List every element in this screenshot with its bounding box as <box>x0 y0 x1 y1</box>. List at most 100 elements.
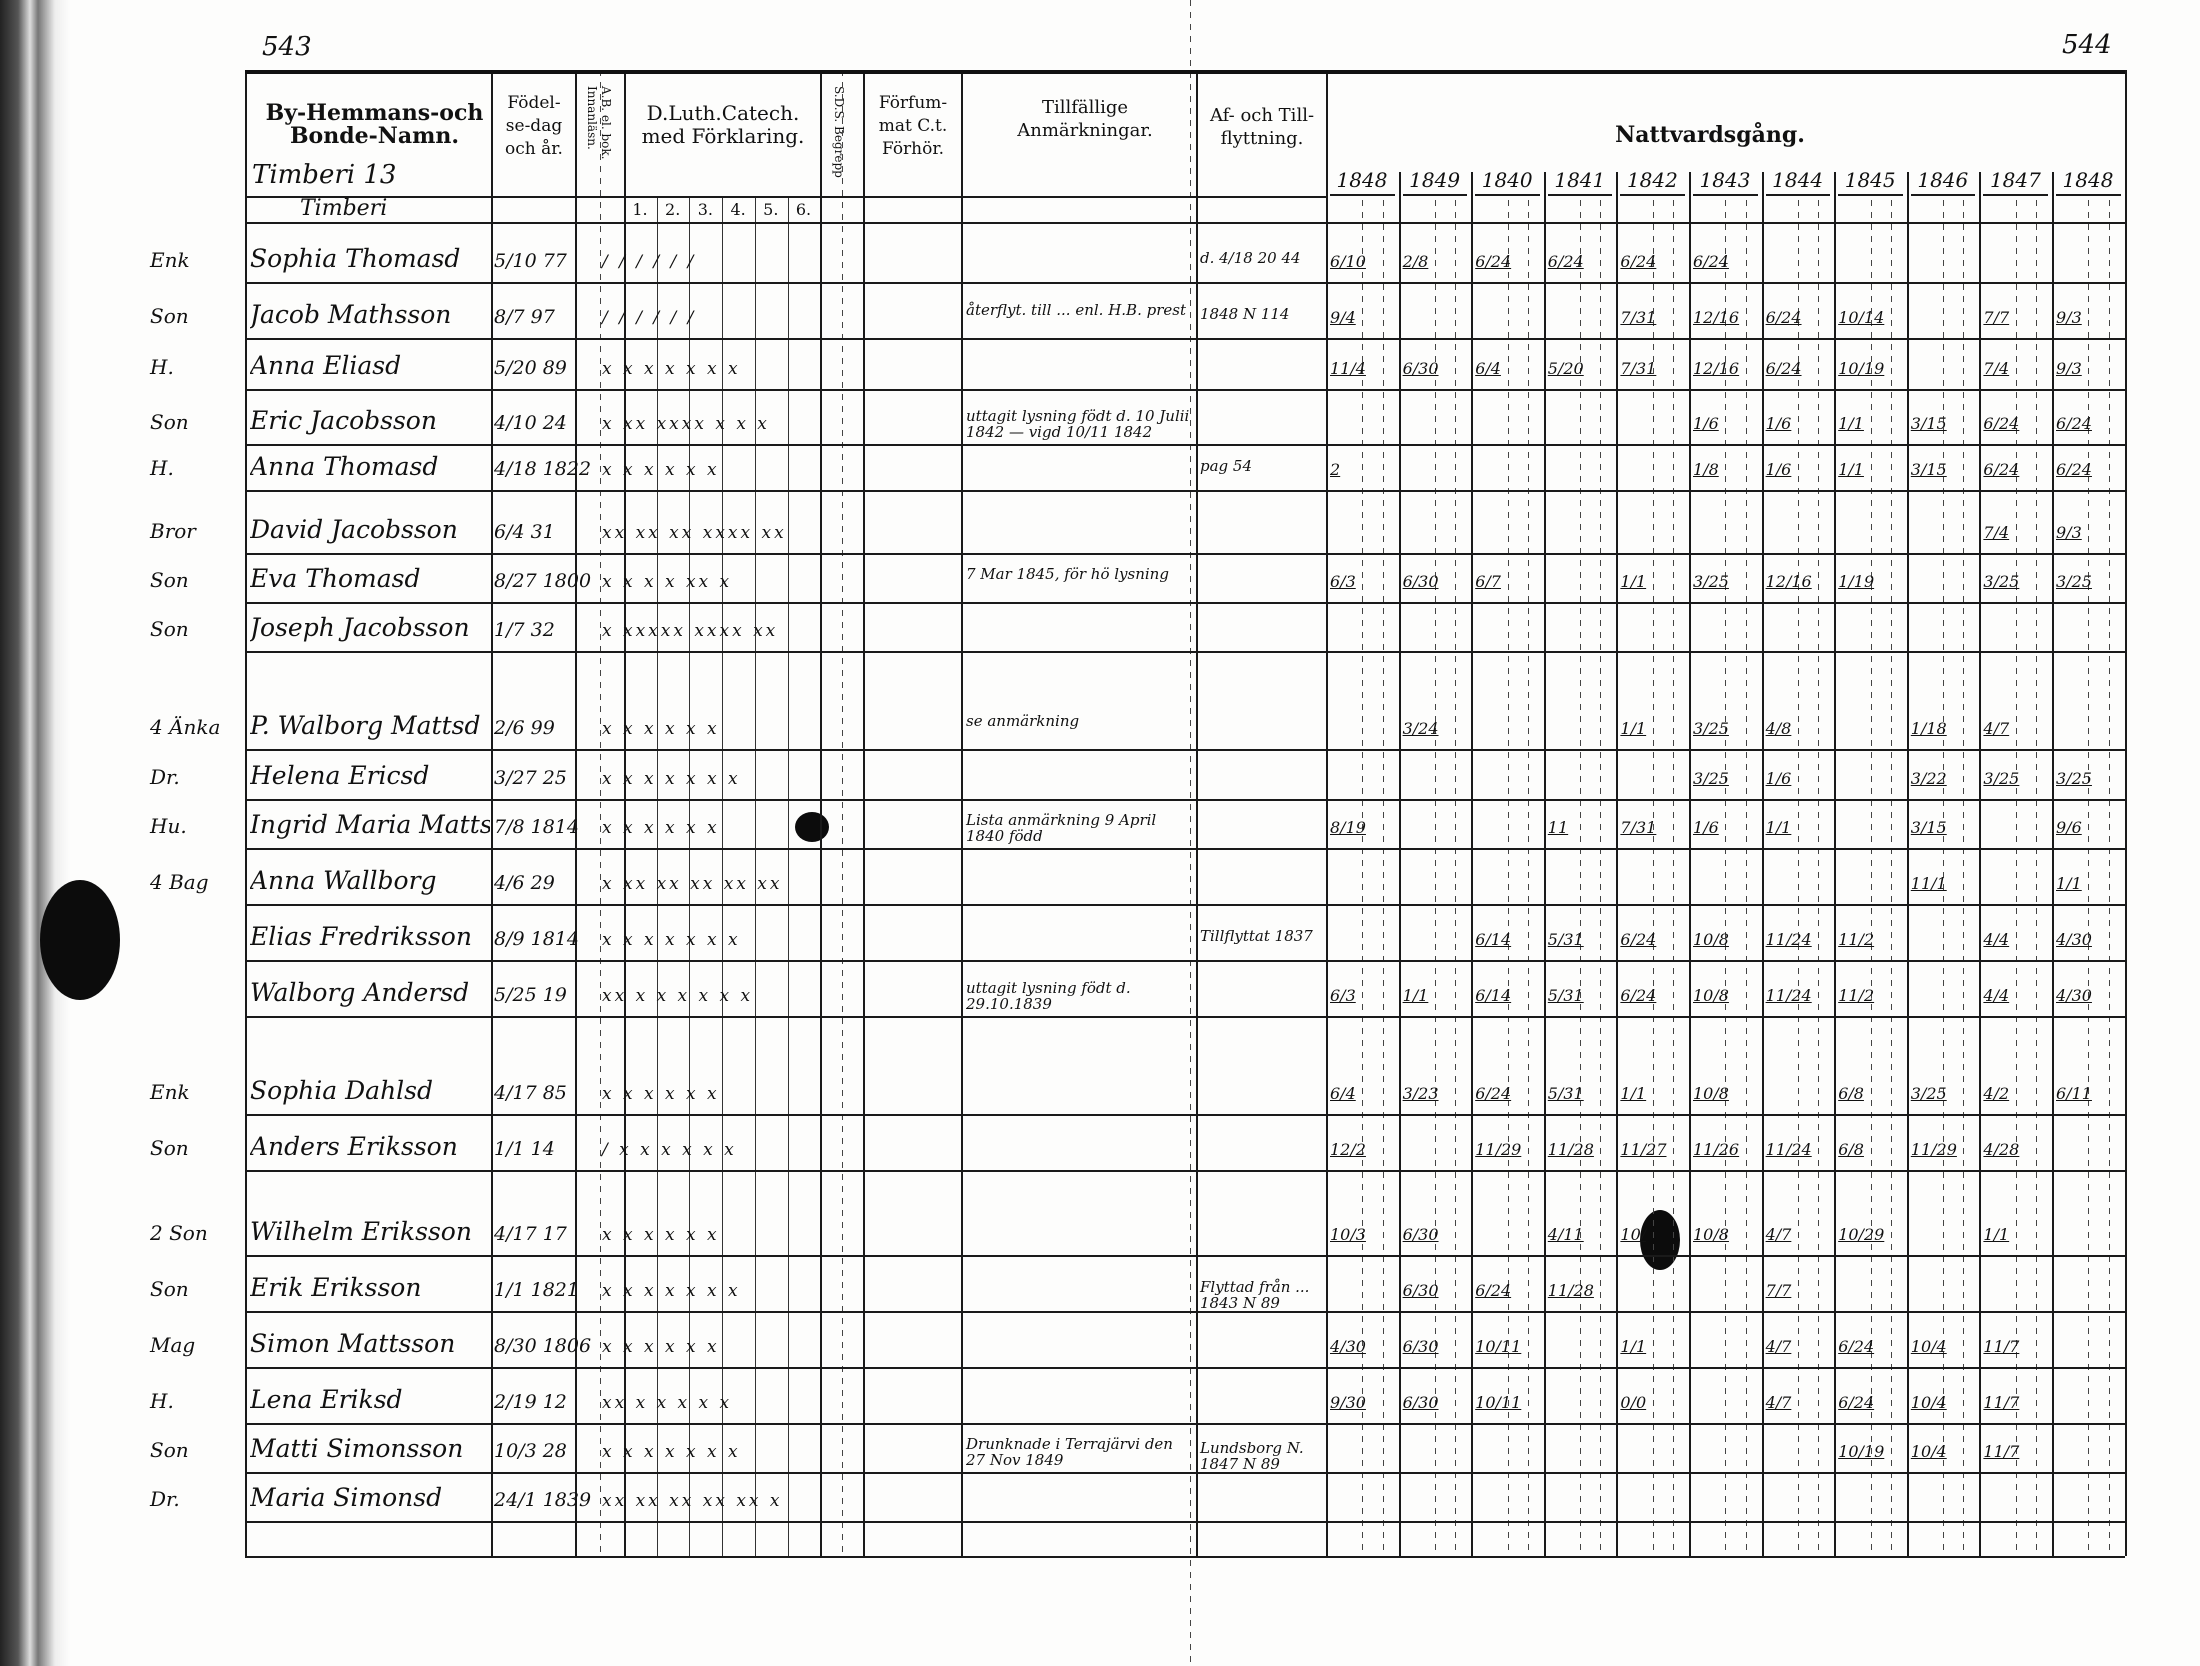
communion-entry: 10/8 <box>1693 1225 1729 1244</box>
year-column-rule <box>1471 172 1474 1556</box>
communion-entry: 10/14 <box>1838 308 1885 327</box>
communion-entry: 6/24 <box>2056 414 2092 433</box>
year-column-rule <box>1834 172 1837 1556</box>
communion-entry: 1/6 <box>1693 414 1719 433</box>
communion-entry: 6/30 <box>1402 572 1439 591</box>
communion-entry: 6/24 <box>1693 252 1729 271</box>
communion-entry: 6/8 <box>1838 1084 1864 1103</box>
row-rule <box>245 1472 2125 1474</box>
communion-entry: 11/7 <box>1983 1442 2020 1461</box>
row-name: Joseph Jacobsson <box>250 613 470 642</box>
row-relation: 4 Bag <box>150 870 209 894</box>
communion-entry: 3/15 <box>1910 414 1947 433</box>
row-birth-date: 4/6 29 <box>494 872 555 894</box>
communion-entry: 1/8 <box>1693 460 1719 479</box>
row-birth-date: 1/7 32 <box>494 619 555 641</box>
row-name: Anna Thomasd <box>250 452 439 481</box>
communion-entry: 6/14 <box>1475 986 1512 1005</box>
row-remark: uttagit lysning födt d. 10 Julii 1842 — … <box>966 407 1190 441</box>
row-birth-date: 3/27 25 <box>494 767 567 789</box>
row-relation: Son <box>150 304 189 328</box>
header-sds-column: S.D.S. Begrepp <box>832 86 846 178</box>
communion-entry: 5/31 <box>1547 986 1584 1005</box>
communion-entry: 3/15 <box>1910 460 1947 479</box>
communion-entry: 1/18 <box>1910 719 1947 738</box>
row-catechism-marks: x xx xx xx xx xx <box>602 874 783 894</box>
year-subcolumn-rule <box>2015 200 2017 1556</box>
column-rule <box>600 70 601 1556</box>
communion-entry: 3/25 <box>2056 769 2092 788</box>
communion-entry: 3/23 <box>1402 1084 1439 1103</box>
row-catechism-marks: x x x x x x x <box>602 930 741 950</box>
year-underline <box>1330 194 1395 196</box>
communion-entry: 4/30 <box>1330 1337 1366 1356</box>
row-relation: Son <box>150 617 189 641</box>
communion-entry: 11/2 <box>1838 986 1875 1005</box>
year-subcolumn-rule <box>1725 200 1727 1556</box>
row-rule <box>245 1255 2125 1257</box>
year-label: 1843 <box>1699 168 1751 192</box>
communion-entry: 11/24 <box>1765 986 1812 1005</box>
row-rule <box>245 338 2125 340</box>
communion-entry: 11 <box>1547 818 1569 837</box>
row-birth-date: 6/4 31 <box>494 521 555 543</box>
communion-entry: 6/7 <box>1475 572 1501 591</box>
year-underline <box>1765 194 1831 196</box>
row-name: Erik Eriksson <box>250 1273 422 1302</box>
row-rule <box>245 553 2125 555</box>
row-name: Elias Fredriksson <box>250 922 472 951</box>
year-label: 1849 <box>1409 168 1461 192</box>
row-catechism-marks: x x x x x x <box>602 719 720 739</box>
row-catechism-marks: x x x x x x <box>602 1225 720 1245</box>
row-name: P. Walborg Mattsd <box>250 711 481 740</box>
catechism-subcolumn-label: 3. <box>697 200 714 219</box>
communion-entry: 5/31 <box>1547 1084 1584 1103</box>
communion-entry: 6/24 <box>1620 252 1657 271</box>
row-catechism-marks: / / / / / / <box>602 308 697 328</box>
row-catechism-marks: / x x x x x x <box>602 1140 737 1160</box>
year-subcolumn-rule <box>1362 200 1364 1556</box>
catechism-subcolumn-label: 1. <box>632 200 648 219</box>
communion-entry: 5/20 <box>1547 359 1584 378</box>
communion-entry: 6/30 <box>1402 1281 1439 1300</box>
row-remark: Drunknade i Terrajärvi den 27 Nov 1849 <box>966 1435 1173 1469</box>
row-rule <box>245 1311 2125 1313</box>
communion-entry: 4/7 <box>1765 1337 1792 1356</box>
row-rule <box>245 848 2125 850</box>
row-relation: 4 Änka <box>150 715 221 739</box>
communion-entry: 4/7 <box>1765 1393 1792 1412</box>
row-birth-date: 4/17 17 <box>494 1223 567 1245</box>
year-label: 1845 <box>1844 168 1896 192</box>
communion-entry: 3/25 <box>1693 769 1729 788</box>
communion-entry: 1/1 <box>1620 1337 1647 1356</box>
year-subcolumn-rule <box>1382 200 1384 1556</box>
communion-entry: 6/14 <box>1475 930 1512 949</box>
communion-entry: 4/2 <box>1983 1084 2010 1103</box>
row-rule <box>245 960 2125 962</box>
row-birth-date: 2/6 99 <box>494 717 555 739</box>
ink-blot <box>40 880 120 1000</box>
communion-entry: 12/16 <box>1693 359 1740 378</box>
communion-entry: 6/24 <box>1620 986 1657 1005</box>
communion-entry: 11/7 <box>1983 1337 2020 1356</box>
column-rule <box>1326 70 1328 1556</box>
communion-entry: 11/7 <box>1983 1393 2020 1412</box>
row-rule <box>245 799 2125 801</box>
row-name: Maria Simonsd <box>250 1483 443 1512</box>
communion-entry: 6/4 <box>1330 1084 1356 1103</box>
row-remark: återflyt. till ... enl. H.B. prest <box>966 301 1186 319</box>
communion-entry: 10/11 <box>1475 1393 1522 1412</box>
year-subcolumn-rule <box>2036 200 2038 1556</box>
year-underline <box>1838 194 1903 196</box>
row-remark: se anmärkning <box>966 712 1080 730</box>
communion-entry: 10/8 <box>1693 930 1729 949</box>
row-relation: H. <box>150 456 174 480</box>
year-label: 1841 <box>1554 168 1606 192</box>
year-underline <box>1693 194 1758 196</box>
year-subcolumn-rule <box>1455 200 1457 1556</box>
column-rule <box>1196 70 1198 1556</box>
communion-entry: 4/28 <box>1983 1140 2020 1159</box>
communion-entry: 11/28 <box>1547 1140 1594 1159</box>
row-rule <box>245 1170 2125 1172</box>
